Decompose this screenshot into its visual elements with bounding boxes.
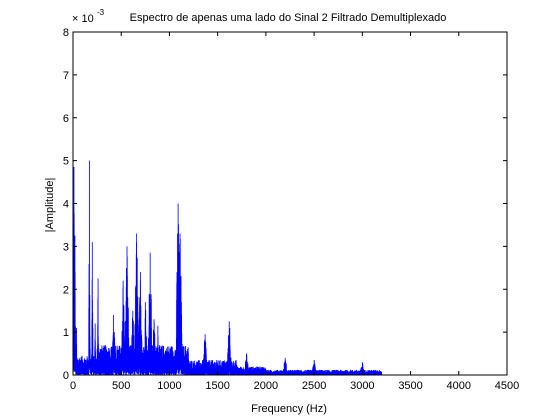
x-tick-label: 2500 xyxy=(302,380,326,392)
x-axis-label: Frequency (Hz) xyxy=(251,403,327,415)
spectrum-series-line xyxy=(72,160,507,376)
x-tick-label: 4000 xyxy=(447,380,471,392)
y-tick-label: 7 xyxy=(63,70,69,82)
y-tick-label: 0 xyxy=(63,370,69,382)
x-tick-label: 1000 xyxy=(157,380,181,392)
x-tick-label: 3500 xyxy=(398,380,422,392)
chart-title: Espectro de apenas uma lado do Sinal 2 F… xyxy=(130,12,447,24)
series-layer xyxy=(72,160,507,376)
y-exponent-power: -3 xyxy=(97,8,105,17)
y-tick-label: 8 xyxy=(63,27,69,39)
ticks-layer: 0 500 1000 1500 2000 2500 3000 3500 4000 4500 0 1 2 3… xyxy=(63,27,519,392)
x-tick-label: 1500 xyxy=(205,380,229,392)
y-tick-label: 1 xyxy=(63,327,69,339)
y-tick-label: 6 xyxy=(63,113,69,125)
y-axis-label: |Amplitude| xyxy=(44,178,56,233)
x-tick-label: 0 xyxy=(70,380,76,392)
y-tick-label: 5 xyxy=(63,156,69,168)
x-tick-label: 4500 xyxy=(495,380,519,392)
x-tick-label: 3000 xyxy=(350,380,374,392)
y-tick-label: 3 xyxy=(63,241,69,253)
y-tick-label: 4 xyxy=(63,199,69,211)
y-tick-label: 2 xyxy=(63,284,69,296)
y-exponent-label: × 10 xyxy=(72,13,94,25)
x-tick-label: 2000 xyxy=(254,380,278,392)
x-tick-label: 500 xyxy=(112,380,130,392)
